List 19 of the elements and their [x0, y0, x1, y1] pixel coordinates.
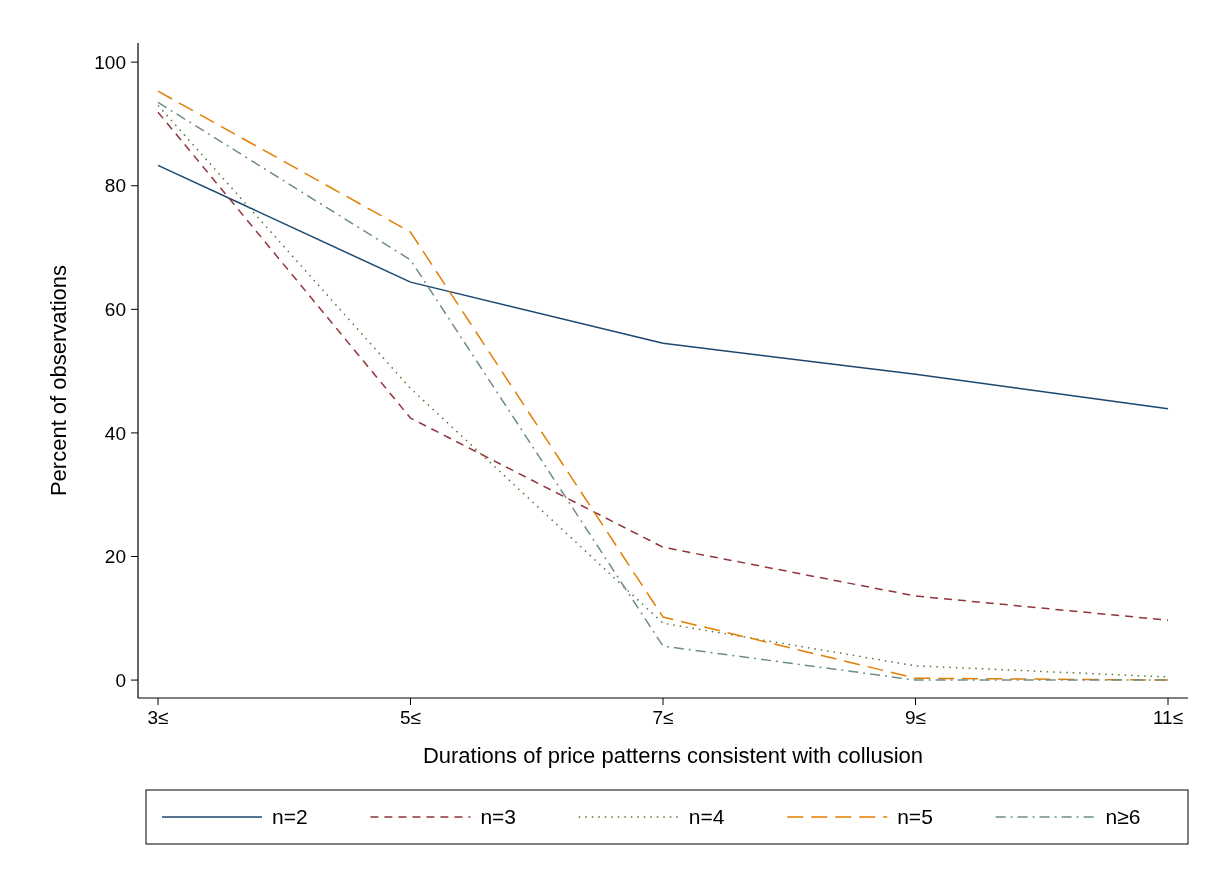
- x-axis-title: Durations of price patterns consistent with collusion: [422, 743, 924, 768]
- y-tick-label: 0: [115, 669, 126, 691]
- legend-label: n=4: [688, 805, 725, 829]
- x-tick-label: 5≤: [400, 707, 421, 728]
- y-axis-title: Percent of observations: [46, 264, 71, 497]
- y-tick-label: 20: [104, 546, 126, 568]
- line-series: [157, 164, 1169, 410]
- x-tick-label: 11≤: [1152, 707, 1184, 728]
- legend-label: n=2: [272, 805, 308, 829]
- legend-label: n=3: [480, 805, 517, 829]
- y-tick-label: 100: [94, 51, 126, 73]
- legend-label: n≥6: [1105, 805, 1141, 829]
- y-tick-label: 40: [104, 422, 126, 444]
- x-tick-label: 9≤: [905, 707, 926, 728]
- x-tick-label: 7≤: [652, 707, 674, 728]
- legend-label: n=5: [897, 805, 933, 829]
- y-tick-label: 60: [104, 298, 126, 320]
- x-tick-label: 3≤: [147, 707, 169, 728]
- y-tick-label: 80: [104, 175, 126, 197]
